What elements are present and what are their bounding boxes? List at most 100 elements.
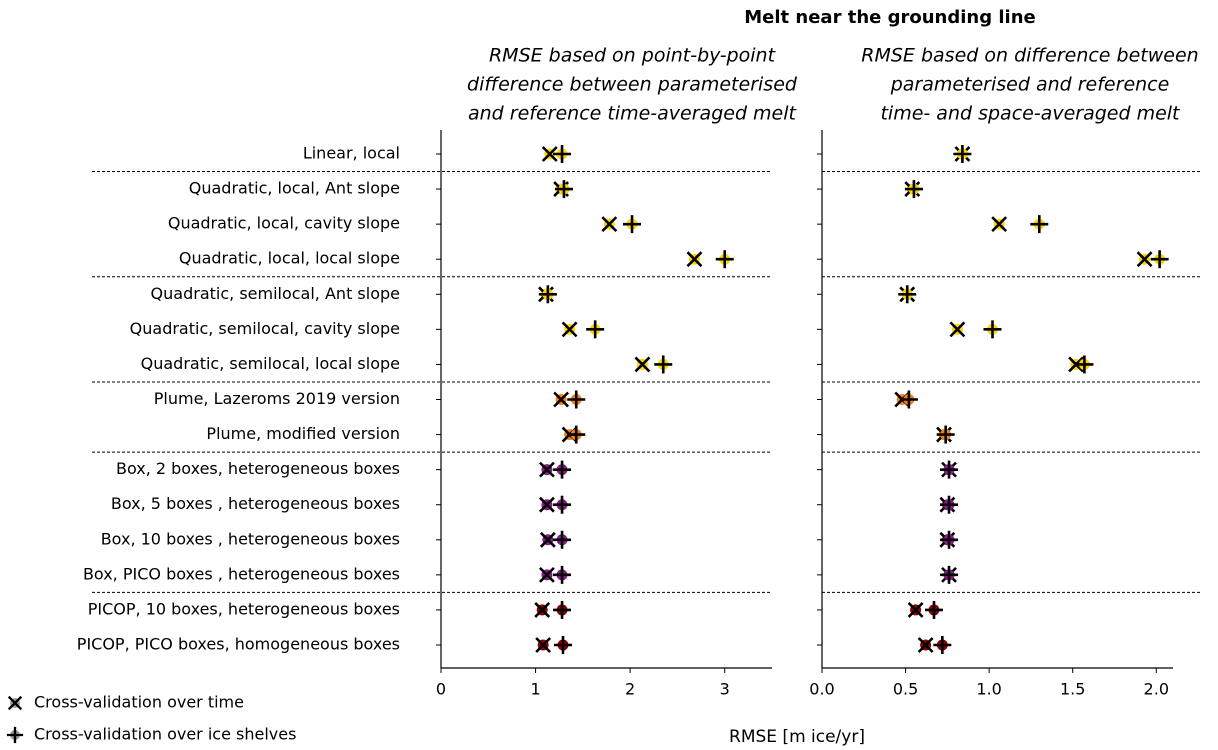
point — [539, 461, 555, 478]
panel-subtitle: parameterised and reference — [890, 74, 1170, 96]
point — [623, 215, 642, 234]
point — [538, 285, 557, 304]
x-tick-label: 3 — [720, 680, 730, 699]
point — [535, 637, 552, 653]
y-tick-label: Plume, Lazeroms 2019 version — [154, 389, 400, 408]
point — [936, 425, 955, 444]
point — [539, 496, 555, 513]
point — [907, 602, 924, 618]
point — [539, 531, 556, 548]
marker-stroke — [949, 321, 966, 338]
point — [940, 565, 959, 584]
point — [940, 495, 959, 514]
y-tick-label: Box, PICO boxes , heterogeneous boxes — [83, 564, 400, 583]
point — [553, 636, 572, 654]
point — [634, 356, 651, 373]
y-tick-label: Quadratic, semilocal, local slope — [141, 354, 400, 373]
y-tick-label: Linear, local — [303, 144, 400, 163]
point — [904, 180, 923, 199]
y-tick-label: Box, 10 boxes , heterogeneous boxes — [101, 529, 400, 548]
point — [899, 390, 918, 409]
point — [715, 250, 734, 269]
point — [949, 321, 966, 338]
marker-stroke — [539, 566, 555, 583]
point — [553, 565, 572, 584]
legend-label: Cross-validation over time — [34, 693, 244, 712]
panel-subtitle: RMSE based on point-by-point — [489, 45, 777, 67]
panel-subtitle: time- and space-averaged melt — [880, 103, 1181, 125]
y-tick-label: Box, 5 boxes , heterogeneous boxes — [111, 494, 400, 513]
point — [561, 321, 578, 338]
marker-stroke — [534, 602, 551, 618]
marker-stroke — [539, 531, 556, 548]
point — [1150, 250, 1169, 269]
marker-stroke — [991, 216, 1008, 233]
y-tick-label: Quadratic, semilocal, cavity slope — [130, 319, 400, 338]
marker-stroke — [686, 251, 703, 268]
point — [1030, 215, 1049, 234]
point — [686, 251, 703, 268]
y-tick-label: PICOP, PICO boxes, homogeneous boxes — [77, 635, 400, 654]
marker-stroke — [634, 356, 651, 373]
point — [553, 495, 572, 514]
marker-stroke — [1136, 251, 1153, 268]
x-tick-label: 1.0 — [976, 680, 1001, 699]
x-axis-label: RMSE [m ice/yr] — [729, 727, 865, 747]
point — [1075, 355, 1094, 374]
point — [1136, 251, 1153, 268]
marker-stroke — [541, 146, 558, 162]
x-tick-label: 2.0 — [1144, 680, 1169, 699]
y-tick-label: Quadratic, local, Ant slope — [189, 179, 400, 198]
marker-stroke — [553, 391, 570, 408]
point — [933, 636, 952, 654]
panel-subtitle: RMSE based on difference between — [861, 45, 1198, 67]
point — [940, 530, 959, 549]
point — [539, 566, 555, 583]
marker-stroke — [917, 637, 934, 653]
point — [953, 145, 972, 163]
x-tick-label: 0.5 — [893, 680, 918, 699]
marker-stroke — [535, 637, 552, 653]
point — [654, 355, 673, 374]
y-tick-label: Plume, modified version — [206, 424, 400, 443]
legend-marker — [7, 695, 23, 711]
point — [553, 391, 570, 408]
point — [554, 180, 573, 199]
y-tick-label: Quadratic, local, cavity slope — [168, 214, 400, 233]
chart-title: Melt near the grounding line — [744, 7, 1036, 28]
x-tick-label: 1 — [530, 680, 540, 699]
point — [553, 530, 572, 549]
y-tick-label: Box, 2 boxes, heterogeneous boxes — [116, 459, 400, 478]
marker-stroke — [907, 602, 924, 618]
x-tick-label: 0.0 — [809, 680, 834, 699]
marker-stroke — [561, 321, 578, 338]
y-tick-label: Quadratic, semilocal, Ant slope — [151, 284, 400, 303]
point — [983, 320, 1002, 339]
marker-stroke — [539, 461, 555, 478]
point — [541, 146, 558, 162]
legend-label: Cross-validation over ice shelves — [34, 725, 296, 744]
point — [534, 602, 551, 618]
y-tick-label: PICOP, 10 boxes, heterogeneous boxes — [88, 599, 400, 618]
point — [586, 320, 605, 339]
point — [924, 600, 943, 619]
marker-stroke — [601, 216, 618, 233]
marker-stroke — [539, 496, 555, 513]
x-tick-label: 0 — [436, 680, 446, 699]
legend-marker — [6, 726, 24, 744]
point — [940, 460, 959, 479]
panel-subtitle: difference between parameterised — [467, 74, 798, 96]
point — [898, 285, 917, 304]
point — [553, 600, 572, 619]
point — [601, 216, 618, 233]
x-tick-label: 1.5 — [1060, 680, 1085, 699]
panel-subtitle: and reference time-averaged melt — [468, 103, 798, 125]
point — [567, 390, 586, 409]
point — [917, 637, 934, 653]
y-tick-label: Quadratic, local, local slope — [179, 249, 400, 268]
point — [553, 460, 572, 479]
point — [553, 145, 572, 163]
point — [991, 216, 1008, 233]
